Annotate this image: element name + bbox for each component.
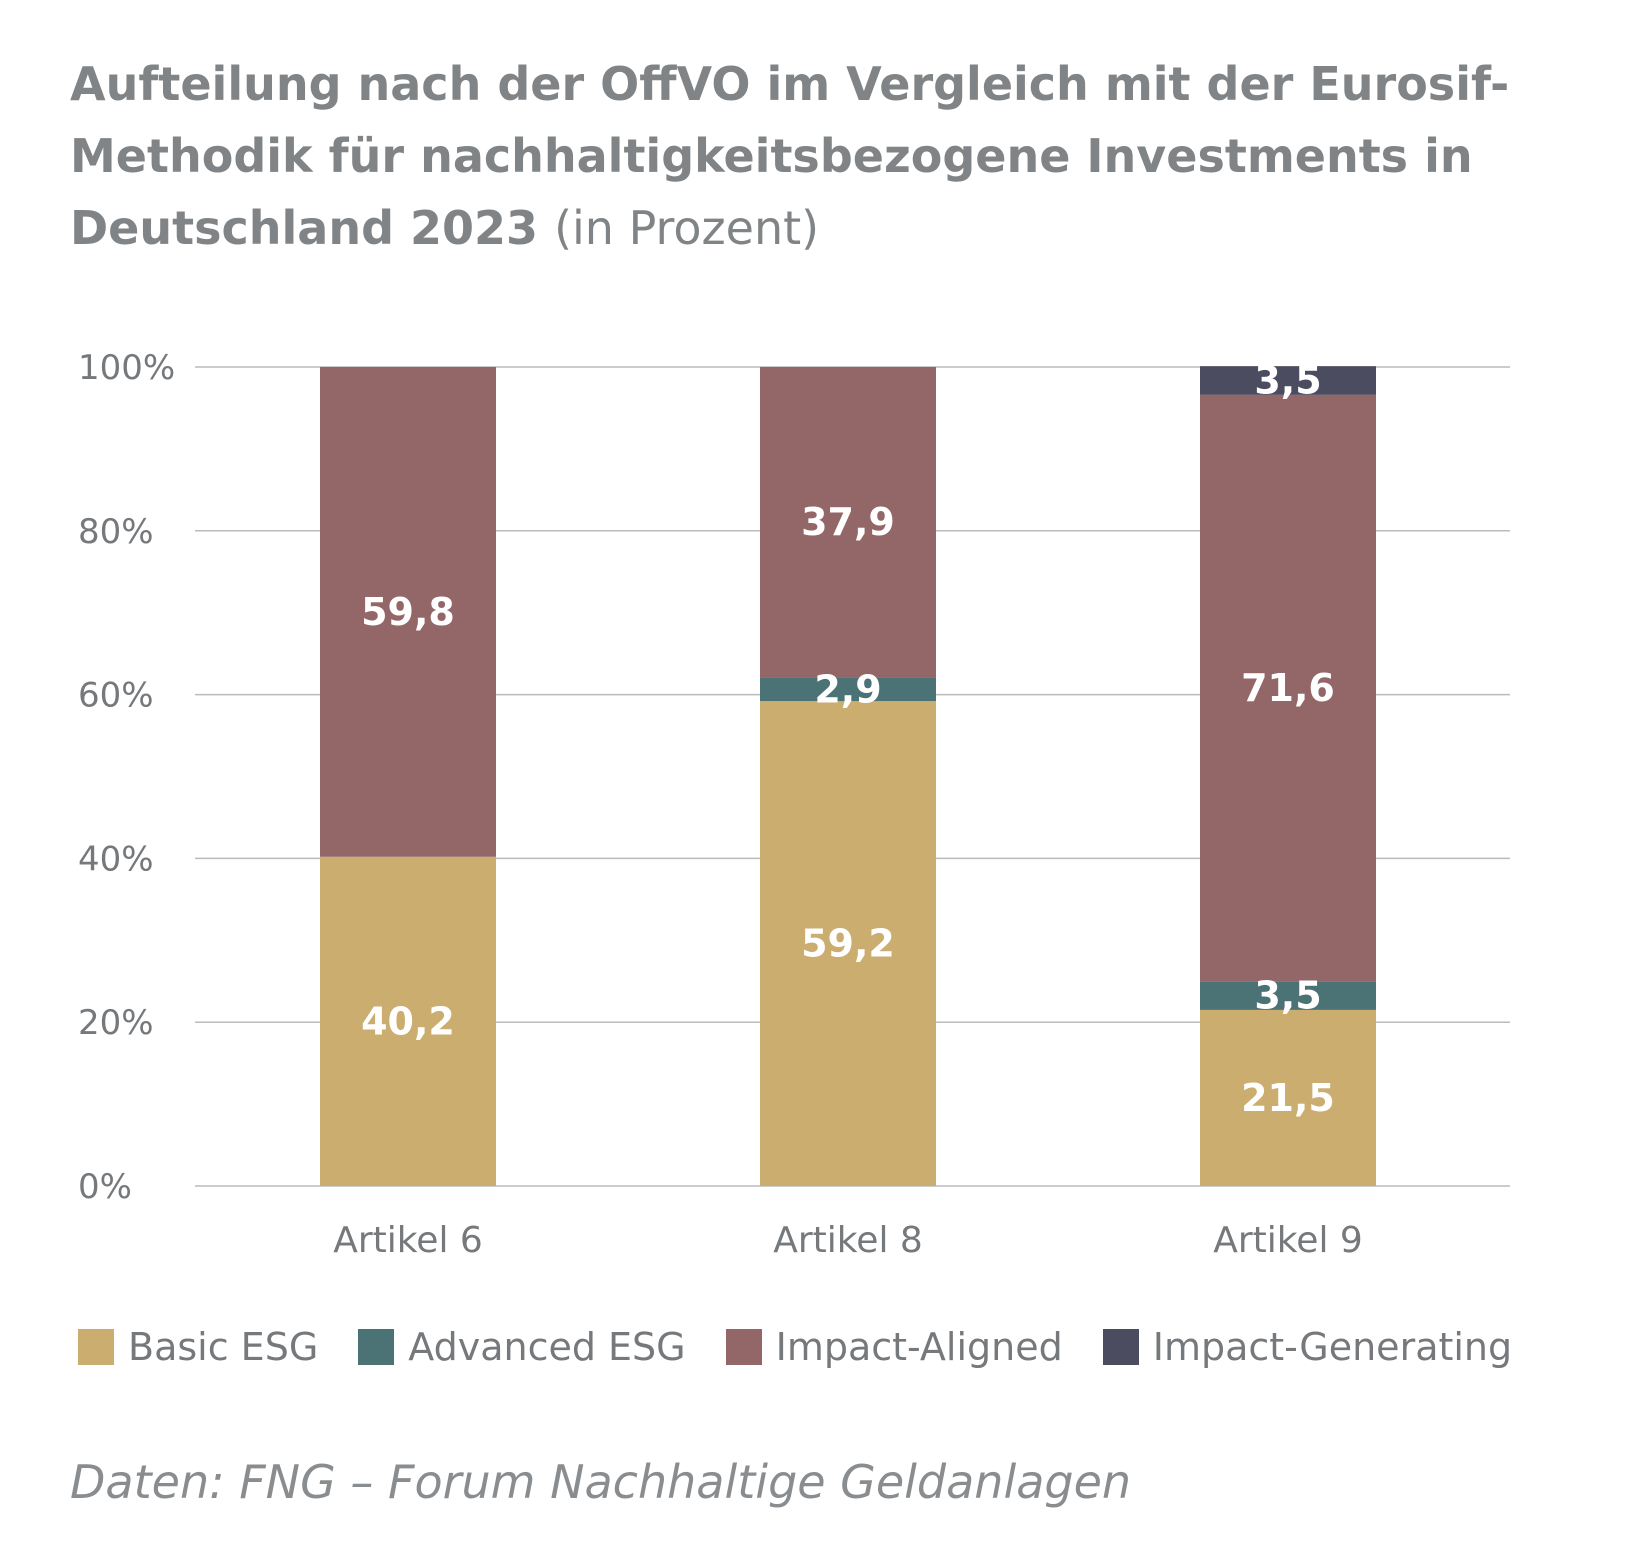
chart-title-main: Aufteilung nach der OffVO im Vergleich m… [70,57,1510,255]
bar-segment [760,701,936,1186]
y-tick-label: 100% [78,348,175,388]
legend-item: Impact-Aligned [725,1325,1063,1369]
bar-segment [320,367,496,857]
bars [320,366,1376,1186]
bar-segment [1200,366,1376,395]
legend: Basic ESG Advanced ESG Impact-Aligned Impac… [78,1325,1552,1369]
data-label: 3,5 [1254,974,1321,1018]
data-label: 37,9 [801,500,895,544]
data-label: 71,6 [1241,666,1335,710]
legend-swatch [725,1329,762,1365]
stacked-bar-chart: 0%20%40%60%80%100% Artikel 6 Artikel 8 Art… [78,348,1510,1261]
y-tick-label: 20% [78,1003,154,1043]
chart-title: Aufteilung nach der OffVO im Vergleich m… [70,48,1590,264]
value-labels: 40,2 59,8 59,2 2,9 37,9 21,5 3,5 71,6 3,5 [361,359,1335,1120]
legend-swatch [1102,1329,1139,1365]
bar-segment [320,856,496,1186]
data-source: Daten: FNG – Forum Nachhaltige Geldanlag… [70,1455,1132,1509]
legend-item: Advanced ESG [358,1325,686,1369]
x-category-label: Artikel 6 [333,1220,483,1261]
legend-label: Impact-Aligned [775,1325,1063,1369]
bar-segment [760,367,936,678]
legend-label: Impact-Generating [1152,1325,1513,1369]
chart-title-unit: (in Prozent) [554,201,820,255]
data-label: 59,8 [361,590,455,634]
y-tick-label: 0% [78,1167,132,1207]
bar-segment [760,677,936,702]
y-axis-ticks: 0% 20% 40% 60% 80% 100% [78,348,175,1207]
legend-label: Advanced ESG [408,1325,686,1369]
y-tick-label: 80% [78,512,154,552]
legend-item: Basic ESG [78,1325,318,1369]
x-category-label: Artikel 9 [1213,1220,1363,1261]
legend-swatch [358,1329,395,1365]
x-axis-categories: Artikel 6 Artikel 8 Artikel 9 [333,1220,1363,1261]
data-label: 21,5 [1241,1076,1335,1120]
x-category-label: Artikel 8 [773,1220,923,1261]
bar-segment [1200,1009,1376,1186]
data-label: 40,2 [361,999,455,1043]
legend-swatch [78,1329,114,1365]
y-tick-label: 60% [78,676,154,716]
data-label: 59,2 [801,922,895,966]
bar-segment [1200,981,1376,1010]
bar-segment [1200,394,1376,982]
legend-item: Impact-Generating [1102,1325,1513,1369]
y-tick-label: 40% [78,839,154,879]
data-label: 3,5 [1254,359,1321,403]
data-label: 2,9 [814,667,881,711]
legend-label: Basic ESG [128,1325,319,1369]
